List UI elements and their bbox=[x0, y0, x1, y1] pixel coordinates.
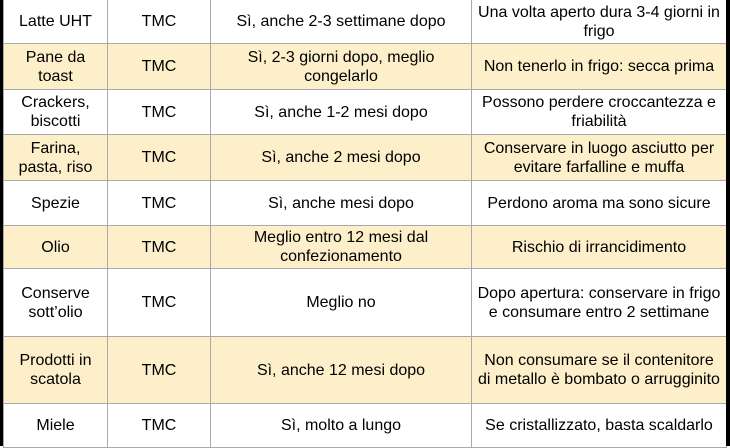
cell-edible-after-expiry: Sì, 2-3 giorni dopo, meglio congelarlo bbox=[210, 43, 472, 90]
table-row: Spezie TMC Sì, anche mesi dopo Perdono arom… bbox=[3, 180, 727, 226]
table-row: Crackers, biscotti TMC Sì, anche 1-2 mesi … bbox=[3, 89, 727, 135]
cell-notes: Una volta aperto dura 3-4 giorni in frig… bbox=[471, 0, 727, 44]
cell-edible-after-expiry: Sì, anche 2 mesi dopo bbox=[210, 134, 472, 181]
cell-edible-after-expiry: Meglio no bbox=[210, 268, 472, 337]
table-row: Pane da toast TMC Sì, 2-3 giorni dopo, meg… bbox=[3, 43, 727, 90]
cell-label-type: TMC bbox=[107, 403, 211, 448]
table-row: Latte UHT TMC Sì, anche 2-3 settimane dopo… bbox=[3, 0, 727, 44]
cell-label-type: TMC bbox=[107, 134, 211, 181]
cell-food: Latte UHT bbox=[3, 0, 108, 44]
cell-edible-after-expiry: Sì, anche 12 mesi dopo bbox=[210, 336, 472, 404]
table-row: Farina, pasta, riso TMC Sì, anche 2 mesi d… bbox=[3, 134, 727, 181]
cell-notes: Dopo apertura: conservare in frigo e con… bbox=[471, 268, 727, 337]
cell-food: Crackers, biscotti bbox=[3, 89, 108, 135]
cell-edible-after-expiry: Sì, anche mesi dopo bbox=[210, 180, 472, 226]
cell-label-type: TMC bbox=[107, 43, 211, 90]
cell-notes: Possono perdere croccantezza e friabilit… bbox=[471, 89, 727, 135]
cell-notes: Conservare in luogo asciutto per evitare… bbox=[471, 134, 727, 181]
table-row: Conserve sott’olio TMC Meglio no Dopo apert… bbox=[3, 268, 727, 337]
cell-label-type: TMC bbox=[107, 89, 211, 135]
cell-food: Pane da toast bbox=[3, 43, 108, 90]
cell-notes: Rischio di irrancidimento bbox=[471, 225, 727, 269]
cell-notes: Perdono aroma ma sono sicure bbox=[471, 180, 727, 226]
cell-label-type: TMC bbox=[107, 336, 211, 404]
cell-label-type: TMC bbox=[107, 268, 211, 337]
cell-notes: Non tenerlo in frigo: secca prima bbox=[471, 43, 727, 90]
cell-notes: Se cristallizzato, basta scaldarlo bbox=[471, 403, 727, 448]
food-expiry-table: Latte UHT TMC Sì, anche 2-3 settimane dopo… bbox=[3, 0, 727, 448]
cell-food: Conserve sott’olio bbox=[3, 268, 108, 337]
cell-food: Olio bbox=[3, 225, 108, 269]
cell-label-type: TMC bbox=[107, 225, 211, 269]
cell-edible-after-expiry: Sì, anche 1-2 mesi dopo bbox=[210, 89, 472, 135]
cell-label-type: TMC bbox=[107, 0, 211, 44]
cell-food: Farina, pasta, riso bbox=[3, 134, 108, 181]
